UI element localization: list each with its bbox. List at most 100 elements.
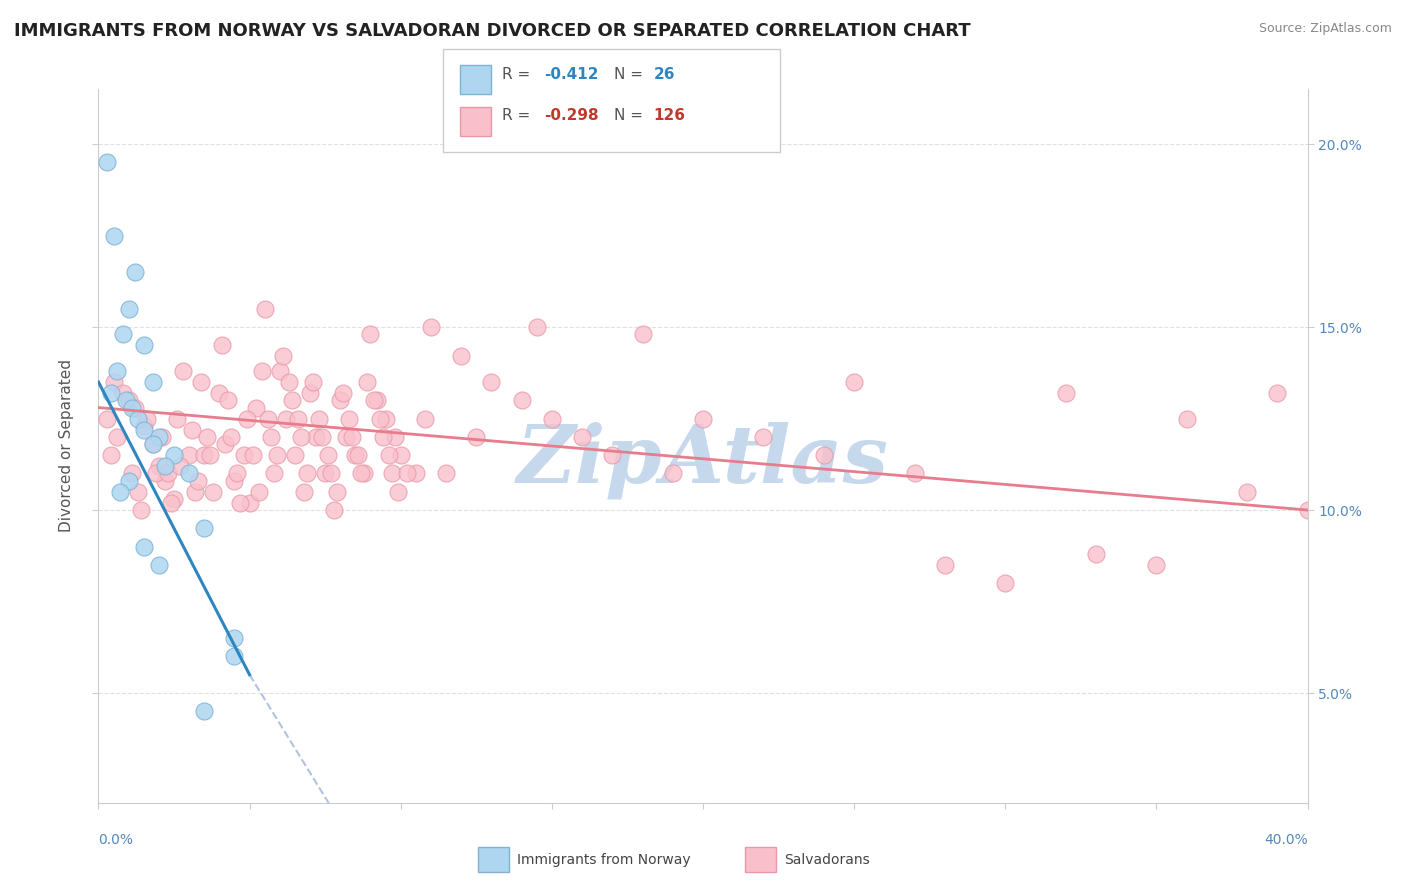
Point bbox=[193, 448, 215, 462]
Point bbox=[111, 386, 134, 401]
Point bbox=[184, 484, 207, 499]
Point bbox=[148, 430, 170, 444]
Point bbox=[994, 576, 1017, 591]
Point bbox=[202, 484, 225, 499]
Point bbox=[105, 430, 128, 444]
Y-axis label: Divorced or Separated: Divorced or Separated bbox=[59, 359, 75, 533]
Text: -0.298: -0.298 bbox=[544, 109, 599, 123]
Point bbox=[132, 423, 155, 437]
Point bbox=[142, 437, 165, 451]
Point bbox=[193, 521, 215, 535]
Point bbox=[308, 411, 330, 425]
Point bbox=[148, 558, 170, 572]
Point bbox=[350, 467, 373, 481]
Point bbox=[127, 411, 149, 425]
Point bbox=[235, 411, 257, 425]
Point bbox=[1236, 484, 1258, 499]
Point bbox=[387, 484, 409, 499]
Point bbox=[266, 448, 288, 462]
Point bbox=[510, 393, 533, 408]
Text: 0.0%: 0.0% bbox=[98, 833, 134, 847]
Point bbox=[132, 418, 155, 433]
Point bbox=[242, 448, 264, 462]
Point bbox=[381, 467, 404, 481]
Point bbox=[813, 448, 835, 462]
Point bbox=[934, 558, 956, 572]
Point bbox=[253, 301, 276, 316]
Point bbox=[124, 265, 146, 279]
Text: R =: R = bbox=[502, 67, 536, 81]
Point bbox=[450, 349, 472, 363]
Text: IMMIGRANTS FROM NORWAY VS SALVADORAN DIVORCED OR SEPARATED CORRELATION CHART: IMMIGRANTS FROM NORWAY VS SALVADORAN DIV… bbox=[14, 22, 970, 40]
Point bbox=[118, 474, 141, 488]
Point bbox=[187, 474, 209, 488]
Point bbox=[661, 467, 683, 481]
Point bbox=[1296, 503, 1319, 517]
Point bbox=[1267, 386, 1289, 401]
Text: N =: N = bbox=[614, 67, 648, 81]
Text: 26: 26 bbox=[654, 67, 675, 81]
Point bbox=[314, 467, 336, 481]
Point bbox=[142, 437, 165, 451]
Point bbox=[224, 649, 246, 664]
Point bbox=[1054, 386, 1077, 401]
Point bbox=[96, 155, 118, 169]
Point bbox=[277, 375, 299, 389]
Point bbox=[232, 448, 254, 462]
Point bbox=[329, 393, 352, 408]
Point bbox=[342, 430, 364, 444]
Point bbox=[413, 411, 436, 425]
Point bbox=[481, 375, 503, 389]
Point bbox=[360, 327, 382, 342]
Point bbox=[179, 448, 201, 462]
Point bbox=[121, 401, 143, 415]
Point bbox=[571, 430, 593, 444]
Point bbox=[172, 364, 194, 378]
Point bbox=[181, 423, 204, 437]
Point bbox=[323, 503, 346, 517]
Point bbox=[692, 411, 714, 425]
Point bbox=[290, 430, 312, 444]
Point bbox=[434, 467, 457, 481]
Point bbox=[263, 467, 285, 481]
Point bbox=[540, 411, 562, 425]
Point bbox=[163, 491, 186, 506]
Point bbox=[114, 393, 136, 408]
Point bbox=[163, 448, 186, 462]
Point bbox=[145, 467, 167, 481]
Point bbox=[311, 430, 333, 444]
Point bbox=[256, 411, 278, 425]
Point bbox=[465, 430, 488, 444]
Point bbox=[217, 393, 239, 408]
Point bbox=[193, 704, 215, 718]
Point bbox=[156, 467, 179, 481]
Point bbox=[127, 484, 149, 499]
Point bbox=[132, 540, 155, 554]
Point bbox=[160, 496, 183, 510]
Point bbox=[602, 448, 624, 462]
Point bbox=[124, 401, 146, 415]
Point bbox=[752, 430, 775, 444]
Point bbox=[844, 375, 866, 389]
Point bbox=[363, 393, 385, 408]
Text: Salvadorans: Salvadorans bbox=[785, 853, 870, 867]
Point bbox=[224, 631, 246, 645]
Point bbox=[121, 467, 143, 481]
Point bbox=[208, 386, 231, 401]
Point bbox=[166, 411, 188, 425]
Point bbox=[337, 411, 360, 425]
Point bbox=[221, 430, 243, 444]
Text: Source: ZipAtlas.com: Source: ZipAtlas.com bbox=[1258, 22, 1392, 36]
Point bbox=[299, 386, 322, 401]
Point bbox=[295, 467, 318, 481]
Point bbox=[1146, 558, 1168, 572]
Point bbox=[368, 411, 391, 425]
Text: ZipAtlas: ZipAtlas bbox=[517, 422, 889, 499]
Text: 126: 126 bbox=[654, 109, 686, 123]
Point bbox=[326, 484, 349, 499]
Point bbox=[356, 375, 378, 389]
Point bbox=[335, 430, 357, 444]
Point bbox=[366, 393, 388, 408]
Point bbox=[118, 393, 141, 408]
Point bbox=[190, 375, 212, 389]
